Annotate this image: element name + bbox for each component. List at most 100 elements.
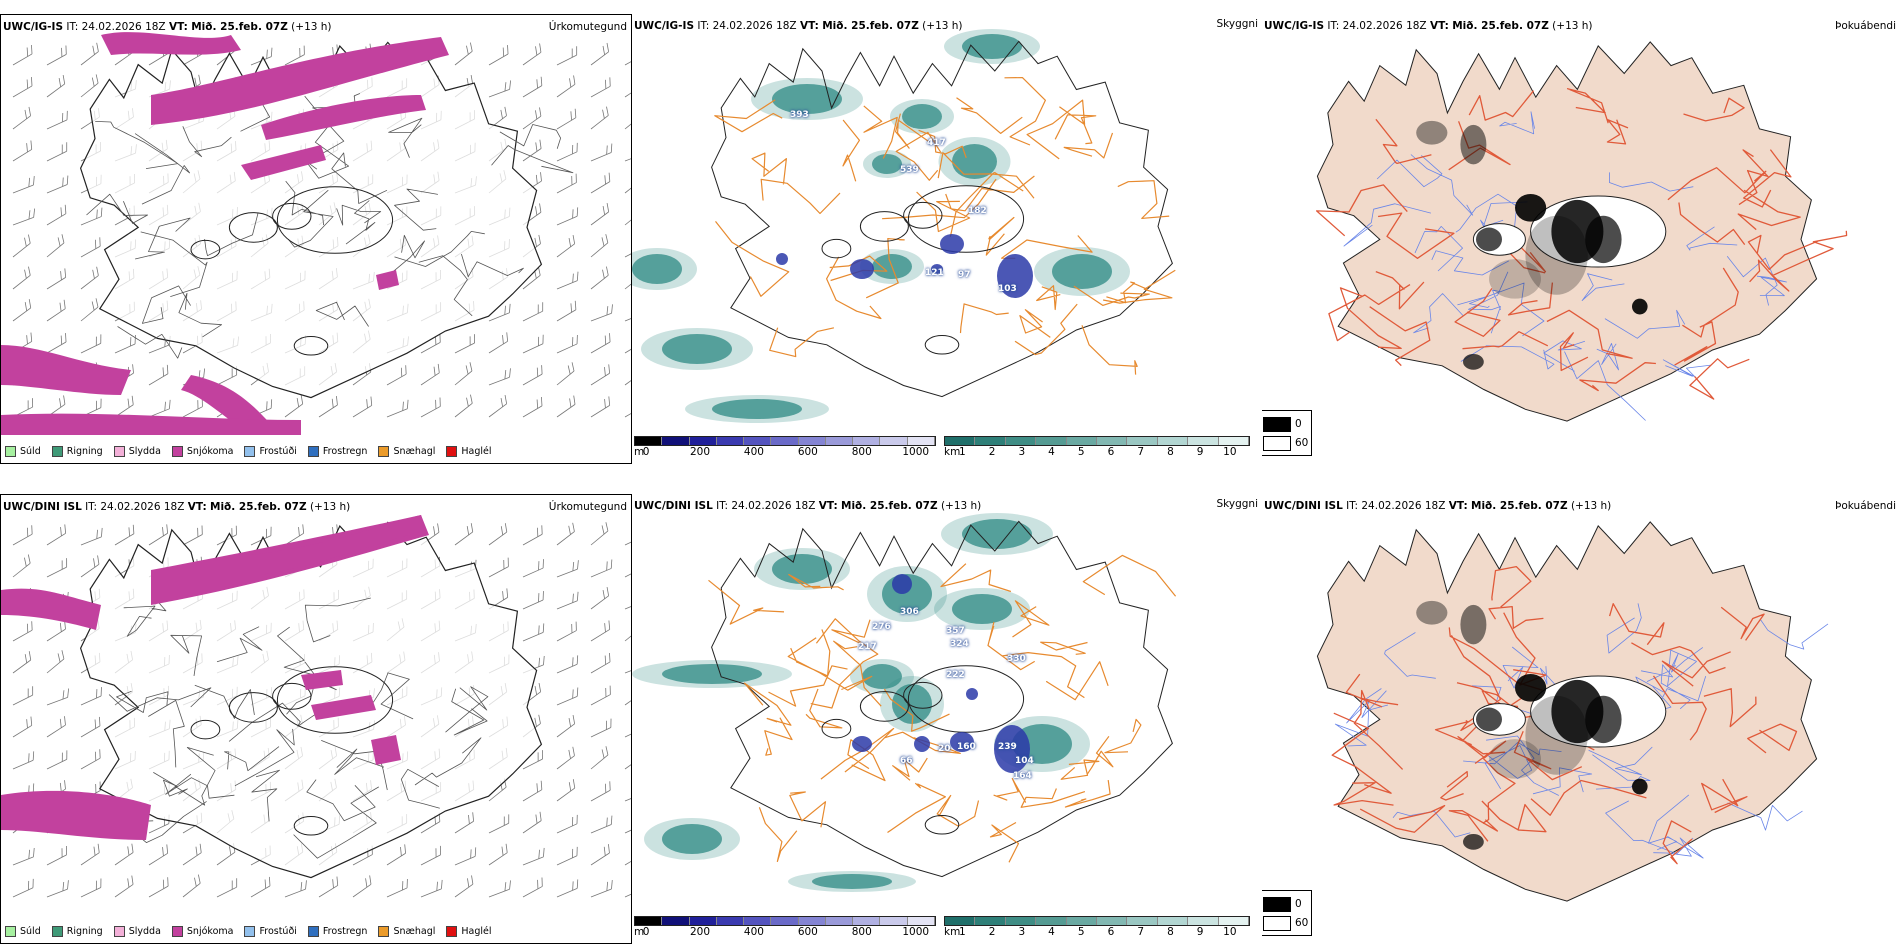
- wind-barb: [556, 560, 579, 578]
- low-visibility-area: [632, 660, 792, 688]
- colorbar-tick: 600: [797, 926, 818, 938]
- wind-barb: [624, 405, 631, 418]
- cloud-panel-top: UWC/IG-IS IT: 24.02.2026 18Z VT: Mið. 25…: [632, 14, 1262, 464]
- fog-index-area: [1585, 215, 1622, 264]
- colorbar-tick: 1000: [902, 926, 930, 938]
- wind-barb: [522, 76, 543, 98]
- wind-barb: [590, 880, 613, 898]
- snow-precip-area: [251, 515, 426, 575]
- snow-precip-area: [371, 735, 401, 765]
- colorbar-tick: 4: [1048, 926, 1055, 938]
- fog-index-area: [1416, 120, 1448, 145]
- low-visibility-area: [662, 334, 732, 364]
- cloud-base-area: [966, 688, 978, 700]
- glacier-outline: [190, 719, 221, 740]
- legend-swatch: [5, 926, 16, 937]
- wind-barb: [318, 876, 339, 898]
- fog-index-area: [1476, 707, 1502, 732]
- low-visibility-area: [812, 874, 892, 889]
- legend-swatch: [244, 926, 256, 937]
- wind-barb: [624, 727, 631, 738]
- wind-barb: [556, 108, 577, 130]
- wind-barb: [182, 874, 201, 898]
- legend-item: Frostúði: [244, 446, 297, 457]
- wind-barb: [590, 844, 610, 866]
- fog-index-area: [1460, 124, 1487, 165]
- cloud-base-area: [914, 736, 930, 752]
- legend-swatch: [113, 446, 125, 457]
- wind-barb: [556, 591, 579, 610]
- wind-barb: [522, 365, 543, 386]
- wind-barb: [556, 687, 579, 706]
- snow-precip-area: [1, 413, 301, 435]
- cloud-base-area: [892, 574, 912, 594]
- wind-barb: [624, 535, 631, 546]
- iceland-coastline: [79, 521, 543, 879]
- wind-barb: [114, 395, 134, 418]
- glacier-outline: [907, 665, 1025, 733]
- wind-barb: [46, 845, 67, 866]
- wind-barb: [488, 394, 508, 418]
- lead-time: (+13 h): [291, 21, 332, 33]
- glacier-outline: [276, 186, 394, 254]
- glacier-outline: [821, 718, 852, 739]
- wind-barb: [454, 394, 473, 418]
- wind-barb: [624, 114, 631, 130]
- colorbar-tick: 200: [689, 446, 711, 458]
- legend-item: Frostúði: [244, 926, 297, 937]
- legend-item: Snæhagl: [378, 446, 435, 457]
- fog-panel-bottom: UWC/DINI ISL IT: 24.02.2026 18Z VT: Mið.…: [1262, 494, 1900, 944]
- wind-barb: [12, 208, 36, 226]
- wind-barb: [624, 887, 631, 898]
- low-visibility-area: [872, 154, 902, 174]
- wind-barb: [624, 246, 631, 258]
- wind-barb: [556, 621, 577, 642]
- low-visibility-area: [712, 399, 802, 419]
- visibility-value-label: 324: [950, 639, 969, 649]
- wind-barb: [46, 620, 66, 642]
- wind-barb: [556, 234, 576, 258]
- fog-map-bottom: [1316, 521, 1829, 902]
- precip-panel-title-top: UWC/IG-IS IT: 24.02.2026 18Z VT: Mið. 25…: [3, 21, 332, 33]
- glacier-outline: [293, 816, 329, 836]
- legend-swatch: [113, 926, 125, 937]
- precip-legend-top: Súld Rigning Slydda Snjókoma Frostúði Frostre…: [5, 446, 503, 457]
- precip-map-bottom: [1, 515, 631, 898]
- wind-barb: [12, 299, 32, 322]
- colorbar-tick: 600: [797, 446, 818, 458]
- visibility-value-label: 222: [946, 670, 965, 680]
- cloud-base-area: [950, 732, 974, 752]
- colorbar-tick: 6: [1107, 926, 1115, 938]
- wind-barb: [80, 716, 101, 738]
- road-network: [714, 77, 1176, 375]
- wind-barb: [488, 843, 508, 866]
- fog-index-area: [1525, 695, 1588, 775]
- wind-barb: [12, 751, 35, 770]
- colorbar-tick: 8: [1167, 446, 1174, 458]
- snow-precip-area: [1, 790, 151, 840]
- cloud-base-area: [997, 254, 1033, 298]
- wind-barb: [556, 142, 578, 162]
- wind-barb: [46, 268, 67, 290]
- colorbar-tick: 400: [743, 926, 764, 938]
- colorbar-tick: 3: [1018, 926, 1026, 938]
- glacier-outline: [228, 212, 278, 243]
- wind-barb: [182, 843, 202, 866]
- wind-barb: [148, 524, 169, 546]
- low-visibility-area: [632, 248, 697, 290]
- wind-barb: [12, 76, 33, 98]
- colorbar-tick: 7: [1137, 926, 1145, 938]
- colorbar-unit: km: [944, 446, 961, 458]
- wind-barb: [624, 274, 631, 290]
- fog-index-area: [1585, 695, 1622, 744]
- wind-barb: [522, 43, 542, 66]
- wind-barb: [80, 42, 99, 66]
- wind-barb: [80, 878, 102, 898]
- fog-index-area: [1515, 193, 1547, 222]
- wind-barb: [488, 557, 509, 578]
- wind-barb: [624, 600, 631, 610]
- wind-barb: [284, 395, 304, 418]
- low-visibility-area: [952, 144, 997, 179]
- low-visibility-area: [962, 34, 1022, 59]
- colorbar-tick: 1000: [902, 446, 930, 458]
